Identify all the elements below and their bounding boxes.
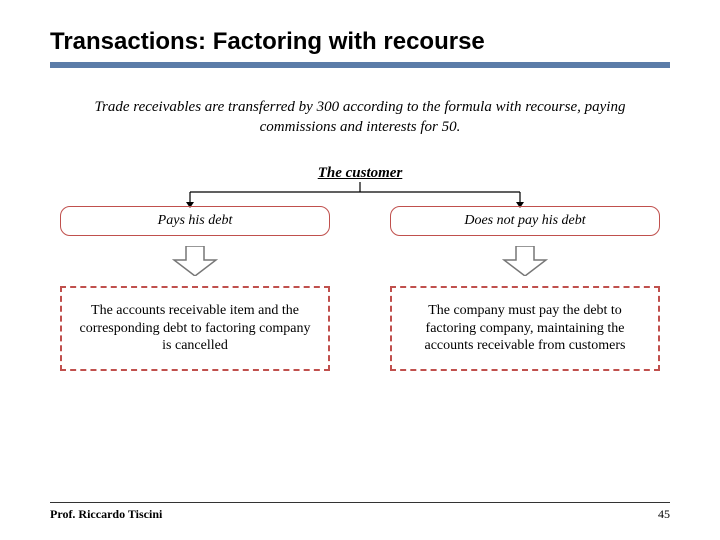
outcome-left: The accounts receivable item and the cor… xyxy=(60,286,330,371)
arrow-row xyxy=(50,246,670,276)
footer-page-number: 45 xyxy=(658,507,670,522)
outcome-row: The accounts receivable item and the cor… xyxy=(50,286,670,371)
down-arrow-icon xyxy=(172,246,218,276)
branch-connector xyxy=(80,182,640,208)
intro-text: Trade receivables are transferred by 300… xyxy=(70,98,650,137)
arrow-left-cell xyxy=(60,246,330,276)
arrow-right-cell xyxy=(390,246,660,276)
option-left: Pays his debt xyxy=(60,206,330,236)
footer-author: Prof. Riccardo Tiscini xyxy=(50,507,162,522)
title-underline xyxy=(50,62,670,68)
slide: Transactions: Factoring with recourse Tr… xyxy=(0,0,720,540)
option-right: Does not pay his debt xyxy=(390,206,660,236)
down-arrow-icon xyxy=(502,246,548,276)
options-row: Pays his debt Does not pay his debt xyxy=(50,206,670,236)
customer-label: The customer xyxy=(50,165,670,182)
footer: Prof. Riccardo Tiscini 45 xyxy=(50,502,670,522)
outcome-right: The company must pay the debt to factori… xyxy=(390,286,660,371)
slide-title: Transactions: Factoring with recourse xyxy=(50,28,670,56)
